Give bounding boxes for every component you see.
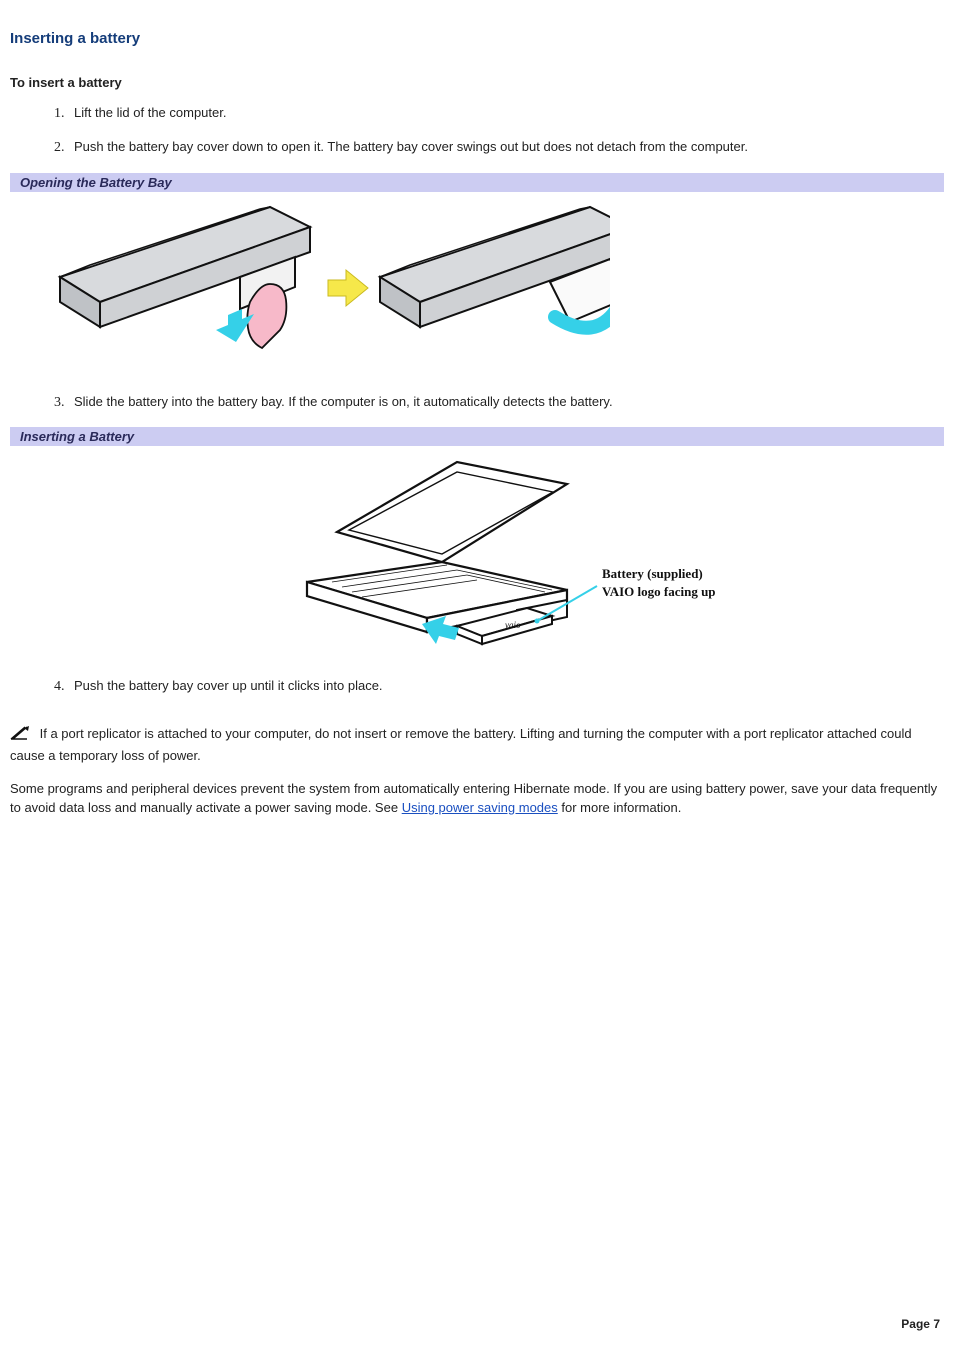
figure2-svg: vaio Battery (supplied) VAIO logo facing… — [197, 456, 757, 656]
svg-text:vaio: vaio — [505, 620, 521, 630]
note-text: If a port replicator is attached to your… — [10, 726, 912, 763]
figure1-svg — [50, 202, 610, 372]
procedure-heading: To insert a battery — [10, 75, 944, 90]
step-4: Push the battery bay cover up until it c… — [68, 677, 944, 697]
step-1: Lift the lid of the computer. — [68, 104, 944, 124]
figure2-caption: Inserting a Battery — [10, 427, 944, 446]
figure1 — [10, 192, 944, 393]
steps-list-part2: Slide the battery into the battery bay. … — [10, 393, 944, 413]
paragraph-2: Some programs and peripheral devices pre… — [10, 780, 944, 818]
step-2-text: Push the battery bay cover down to open … — [74, 139, 748, 154]
figure2: vaio Battery (supplied) VAIO logo facing… — [10, 446, 944, 677]
step-3: Slide the battery into the battery bay. … — [68, 393, 944, 413]
note-icon — [10, 725, 32, 747]
steps-list-part1: Lift the lid of the computer. Push the b… — [10, 104, 944, 159]
step-4-text: Push the battery bay cover up until it c… — [74, 678, 383, 693]
page-number: Page 7 — [901, 1317, 940, 1331]
figure2-label-line1: Battery (supplied) — [602, 566, 703, 581]
note-paragraph: If a port replicator is attached to your… — [10, 725, 944, 766]
para2-post: for more information. — [558, 800, 682, 815]
step-2: Push the battery bay cover down to open … — [68, 138, 944, 158]
step-3-text: Slide the battery into the battery bay. … — [74, 394, 613, 409]
page-title: Inserting a battery — [10, 30, 944, 47]
steps-list-part3: Push the battery bay cover up until it c… — [10, 677, 944, 697]
power-saving-modes-link[interactable]: Using power saving modes — [402, 800, 558, 815]
figure1-caption: Opening the Battery Bay — [10, 173, 944, 192]
figure2-label-line2: VAIO logo facing up — [602, 584, 716, 599]
step-1-text: Lift the lid of the computer. — [74, 105, 226, 120]
